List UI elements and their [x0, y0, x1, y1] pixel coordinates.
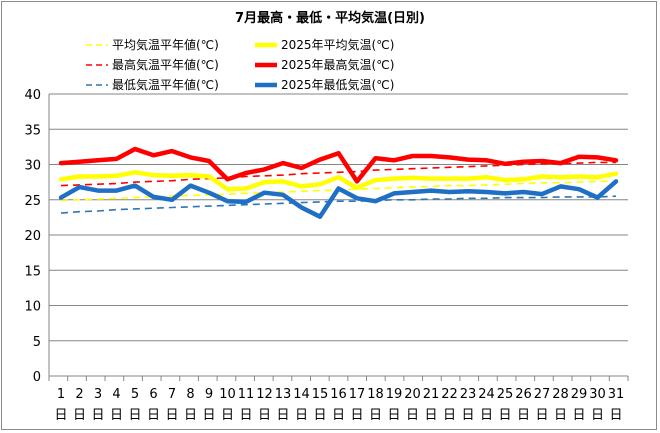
y-tick-label: 40: [24, 88, 41, 103]
x-tick-label: 12: [256, 387, 273, 402]
series-line-6: [58, 179, 619, 219]
legend-label: 2025年最高気温(℃): [281, 57, 394, 72]
y-tick-label: 20: [24, 229, 41, 244]
x-tick-label-suffix: 日: [54, 408, 67, 423]
x-tick-label: 11: [238, 387, 255, 402]
y-tick-label: 35: [24, 123, 41, 138]
legend-item: 2025年平均気温(℃): [255, 37, 394, 52]
x-tick-label-suffix: 日: [498, 408, 511, 423]
x-tick-label-suffix: 日: [609, 408, 622, 423]
x-tick-label-suffix: 日: [73, 408, 86, 423]
x-tick-label-suffix: 日: [535, 408, 548, 423]
x-tick-label-suffix: 日: [110, 408, 123, 423]
x-tick-label-suffix: 日: [221, 408, 234, 423]
y-tick-label: 30: [24, 159, 41, 174]
x-tick-label-suffix: 日: [387, 408, 400, 423]
x-tick-label: 15: [312, 387, 329, 402]
x-tick-label: 8: [186, 387, 194, 402]
x-tick-label-suffix: 日: [332, 408, 345, 423]
x-tick-label: 14: [293, 387, 310, 402]
x-tick-label-suffix: 日: [443, 408, 456, 423]
chart-title: 7月最高・最低・平均気温(日別): [235, 10, 425, 26]
x-tick-label: 21: [423, 387, 440, 402]
legend-item: 平均気温平年値(℃): [86, 37, 219, 52]
legend-label: 平均気温平年値(℃): [112, 37, 219, 52]
legend-item: 2025年最高気温(℃): [255, 57, 394, 72]
x-tick-label-suffix: 日: [184, 408, 197, 423]
x-tick-label: 19: [386, 387, 403, 402]
x-tick-label: 22: [441, 387, 458, 402]
x-tick-label: 27: [534, 387, 551, 402]
x-tick-label-suffix: 日: [350, 408, 363, 423]
x-tick-label: 6: [149, 387, 157, 402]
x-tick-label: 16: [330, 387, 347, 402]
y-tick-label: 5: [33, 335, 41, 350]
x-tick-label-suffix: 日: [239, 408, 252, 423]
x-tick-label: 4: [112, 387, 120, 402]
x-tick-label: 24: [478, 387, 495, 402]
x-tick-label-suffix: 日: [517, 408, 530, 423]
x-tick-label: 26: [515, 387, 532, 402]
y-tick-label: 25: [24, 194, 41, 209]
legend-label: 2025年最低気温(℃): [281, 77, 394, 92]
legend-label: 最高気温平年値(℃): [112, 57, 219, 72]
legend-item: 最低気温平年値(℃): [86, 77, 219, 92]
x-tick-label-suffix: 日: [91, 408, 104, 423]
x-tick-label: 20: [404, 387, 421, 402]
x-tick-label: 13: [275, 387, 292, 402]
x-tick-label-suffix: 日: [295, 408, 308, 423]
x-tick-label-suffix: 日: [406, 408, 419, 423]
legend: 平均気温平年値(℃) 2025年平均気温(℃) 最高気温平年値(℃) 2025年最高気…: [86, 37, 394, 92]
y-tick-label: 0: [33, 370, 41, 385]
series-lines: [58, 146, 619, 219]
gridlines: [49, 93, 628, 342]
y-axis-ticks: 0 5 10 15 20 25 30 35 40: [24, 88, 41, 385]
x-tick-label: 9: [205, 387, 213, 402]
x-tick-label-suffix: 日: [276, 408, 289, 423]
x-tick-label: 29: [571, 387, 588, 402]
x-tick-label-suffix: 日: [369, 408, 382, 423]
x-tick-label: 31: [608, 387, 625, 402]
x-tick-label: 1: [57, 387, 65, 402]
x-tick-label: 2: [75, 387, 83, 402]
x-tick-label-suffix: 日: [128, 408, 141, 423]
axes: [48, 94, 629, 381]
x-tick-label-suffix: 日: [461, 408, 474, 423]
series-line-2: [58, 170, 619, 192]
x-tick-label: 30: [589, 387, 606, 402]
legend-item: 2025年最低気温(℃): [255, 77, 394, 92]
y-tick-label: 10: [24, 300, 41, 315]
x-tick-label-suffix: 日: [591, 408, 604, 423]
x-tick-label-suffix: 日: [258, 408, 271, 423]
x-tick-label: 17: [349, 387, 366, 402]
x-tick-label: 25: [497, 387, 514, 402]
series-line-3: [60, 161, 616, 187]
x-tick-label: 18: [367, 387, 384, 402]
series-line-5: [60, 195, 617, 214]
x-tick-label-suffix: 日: [165, 408, 178, 423]
x-tick-label: 5: [131, 387, 139, 402]
x-tick-label-suffix: 日: [147, 408, 160, 423]
x-tick-label: 7: [168, 387, 176, 402]
y-tick-label: 15: [24, 264, 41, 279]
x-tick-label-suffix: 日: [572, 408, 585, 423]
x-tick-label: 23: [460, 387, 477, 402]
x-tick-label: 28: [552, 387, 569, 402]
x-tick-label-suffix: 日: [313, 408, 326, 423]
legend-item: 最高気温平年値(℃): [86, 57, 219, 72]
x-tick-label-suffix: 日: [424, 408, 437, 423]
x-axis-ticks: 1日2日3日4日5日6日7日8日9日10日11日12日13日14日15日16日1…: [54, 387, 624, 423]
x-tick-label: 3: [94, 387, 102, 402]
legend-label: 2025年平均気温(℃): [281, 37, 394, 52]
series-line-4: [58, 146, 619, 184]
x-tick-label-suffix: 日: [202, 408, 215, 423]
x-tick-label: 10: [219, 387, 236, 402]
x-tick-label-suffix: 日: [480, 408, 493, 423]
legend-label: 最低気温平年値(℃): [112, 77, 219, 92]
x-tick-label-suffix: 日: [554, 408, 567, 423]
